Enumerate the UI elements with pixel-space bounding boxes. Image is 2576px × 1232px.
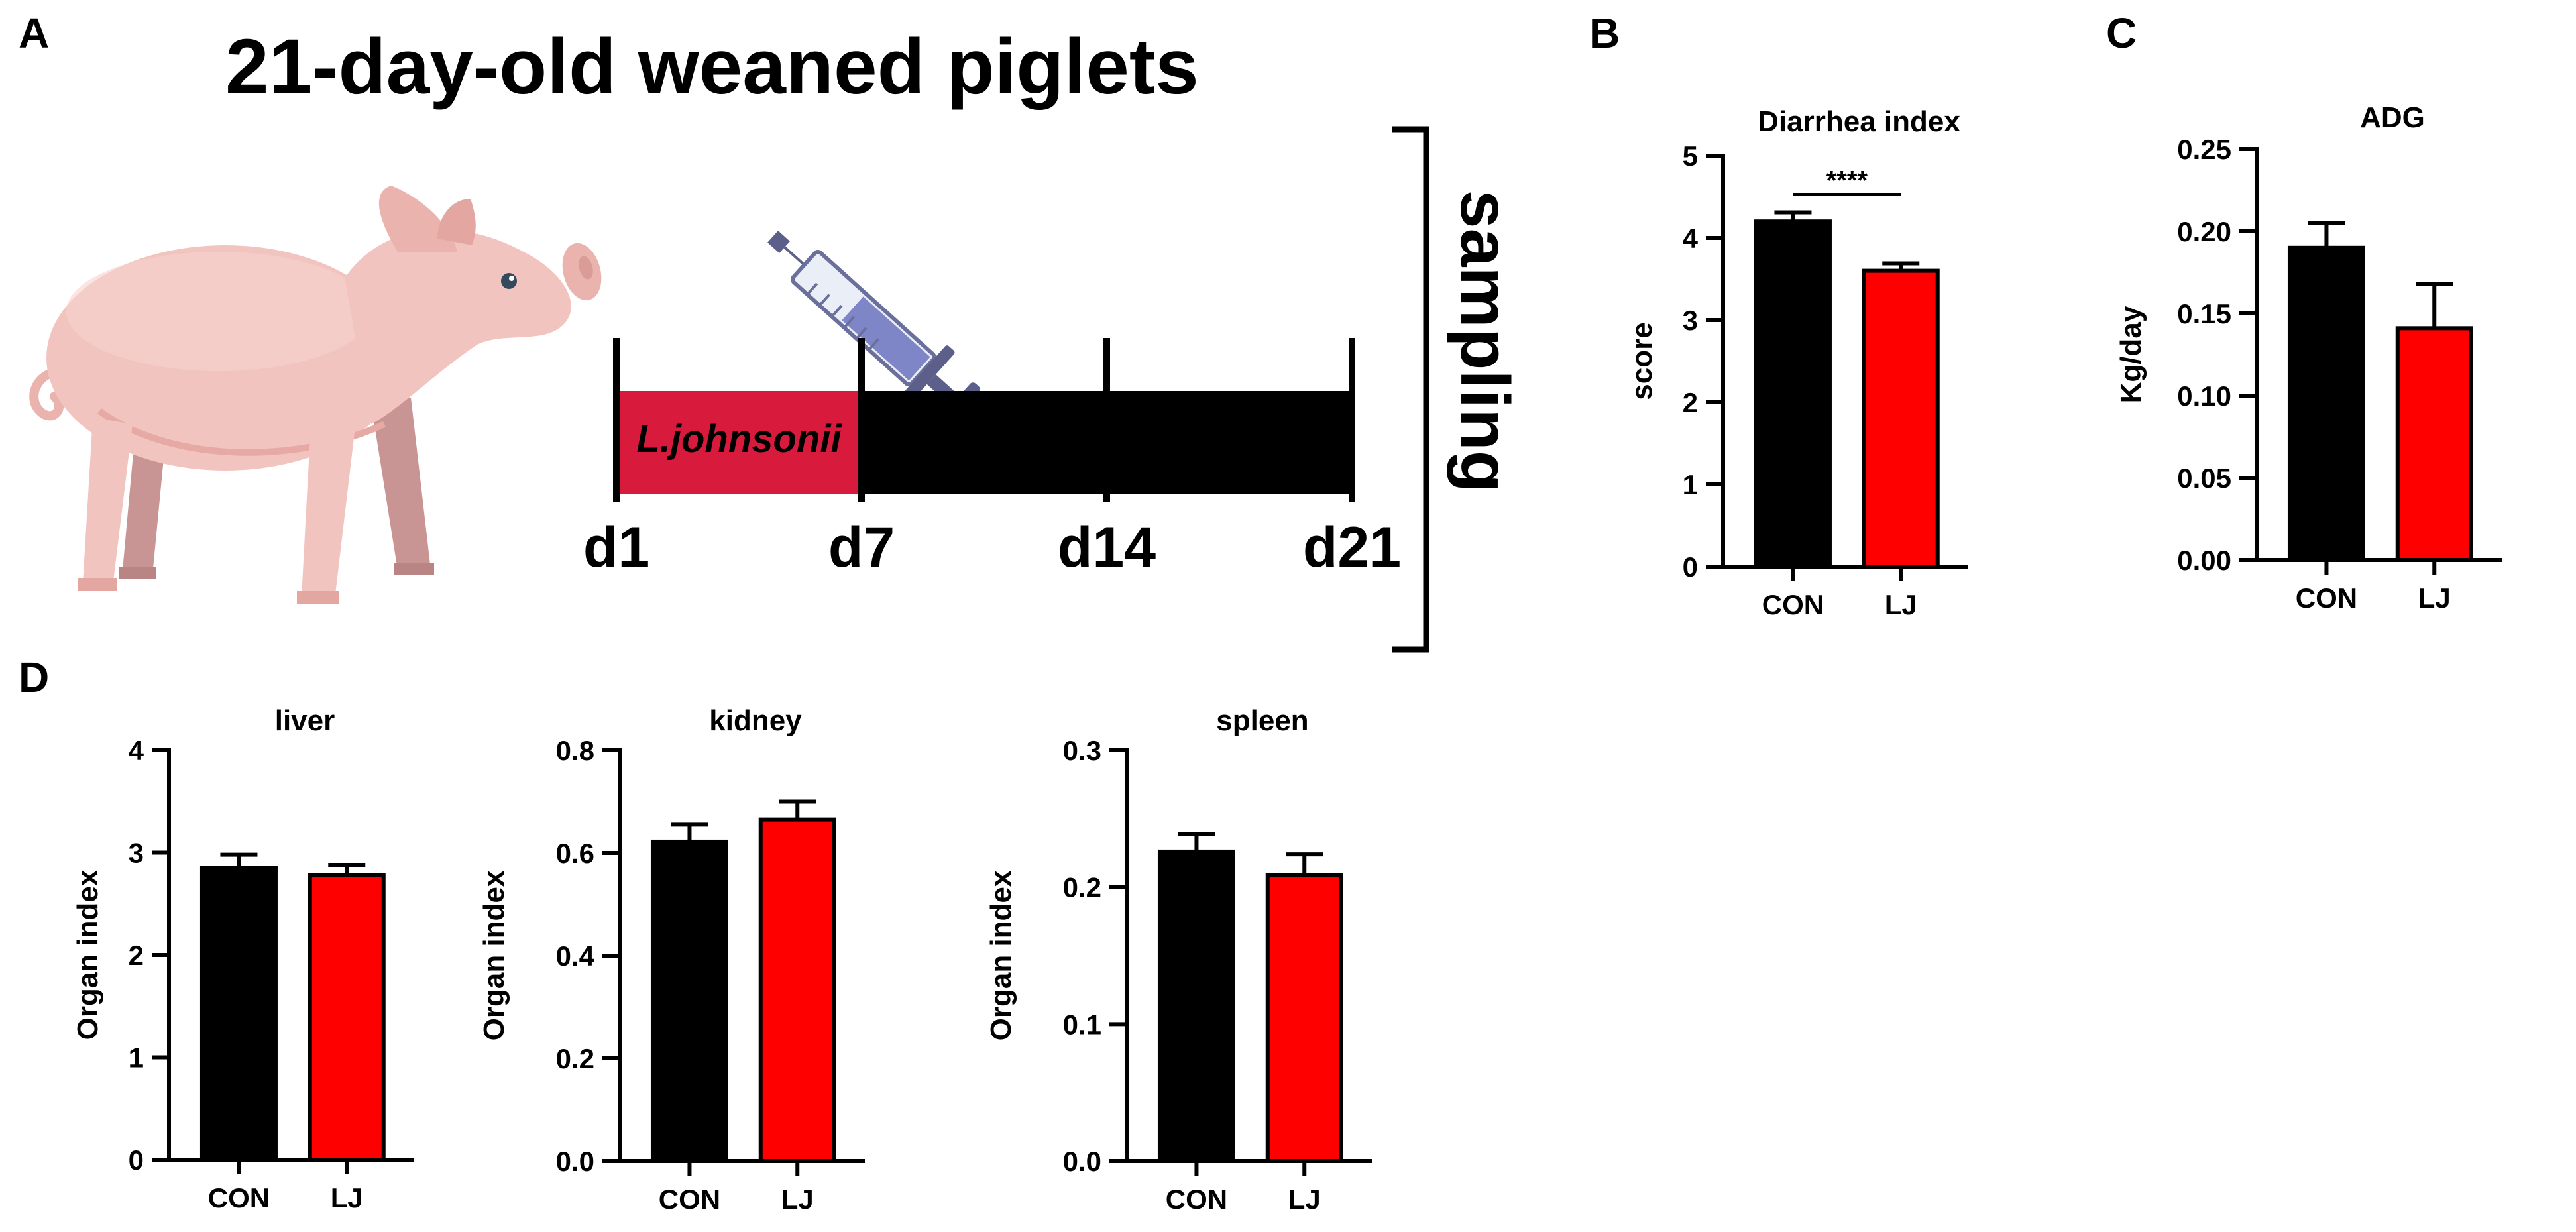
schematic: L.johnsonii d1 d7 d14 d21 sampling [29,126,1523,653]
y-tick-label: 0.4 [556,940,595,972]
x-tick-label: LJ [331,1182,363,1213]
y-tick-label: 0 [129,1145,144,1176]
y-tick-label: 2 [1683,387,1698,418]
day-label-d21: d21 [1303,516,1401,579]
x-tick-label: CON [2296,583,2357,614]
chart-title: ADG [2360,101,2425,134]
y-axis-label: score [1626,322,1658,400]
y-tick-label: 5 [1683,140,1698,172]
panel-label-a: A [19,9,50,57]
y-tick-label: 0.00 [2177,545,2231,576]
y-tick-label: 1 [1683,469,1698,500]
chart-title: kidney [709,704,802,737]
x-tick-label: CON [659,1184,720,1215]
y-tick-label: 0.0 [556,1146,594,1177]
significance-label: **** [1826,166,1868,196]
bar-lj [1265,873,1343,1163]
y-axis-label: Organ index [478,870,510,1040]
y-tick-label: 0.25 [2177,134,2231,165]
y-tick-label: 1 [129,1042,144,1074]
y-tick-label: 2 [129,940,144,971]
panel-label-c: C [2106,9,2137,57]
schematic-title: 21-day-old weaned piglets [225,23,1199,111]
x-tick-label: CON [208,1182,270,1213]
sampling-label: sampling [1446,190,1523,493]
x-tick-label: CON [1762,589,1824,620]
y-tick-label: 0.2 [1063,872,1101,903]
chart-title: Diarrhea index [1758,105,1960,138]
y-axis-label: Organ index [72,869,104,1040]
y-axis-label: Organ index [985,870,1017,1040]
bar-con [1157,849,1235,1164]
y-tick-label: 0.3 [1063,735,1101,766]
y-tick-label: 3 [129,838,144,869]
y-tick-label: 0.15 [2177,298,2231,329]
y-tick-label: 4 [129,735,144,766]
y-tick-label: 0.2 [556,1043,594,1074]
sampling-bracket [1392,126,1429,653]
bar-con [650,839,728,1163]
y-tick-label: 0.1 [1063,1009,1101,1040]
x-tick-label: LJ [781,1184,814,1215]
y-tick-label: 0.0 [1063,1146,1101,1177]
panel-label-d: D [19,653,50,701]
y-tick-label: 0 [1683,551,1698,583]
y-tick-label: 0.10 [2177,380,2231,412]
bar-lj [758,817,836,1163]
timeline: L.johnsonii d1 d7 d14 d21 [583,338,1401,579]
x-tick-label: LJ [1885,589,1917,620]
bar-lj [308,873,386,1162]
x-tick-label: LJ [2418,583,2451,614]
panel-label-b: B [1589,9,1620,57]
day-label-d1: d1 [583,516,649,579]
y-tick-label: 0.8 [556,735,594,766]
day-label-d14: d14 [1058,516,1156,579]
x-tick-label: CON [1166,1184,1227,1215]
bar-con [1754,219,1832,569]
y-tick-label: 0.6 [556,838,594,869]
x-tick-label: LJ [1288,1184,1321,1215]
day-label-d7: d7 [828,516,895,579]
chart-title: spleen [1216,704,1308,737]
y-axis-label: Kg/day [2115,306,2147,403]
chart-title: liver [275,704,335,737]
y-tick-label: 3 [1683,305,1698,336]
y-tick-label: 0.20 [2177,216,2231,247]
y-tick-label: 4 [1683,223,1699,254]
piglet-illustration [29,186,602,604]
bar-con [199,866,278,1162]
treatment-label: L.johnsonii [636,418,842,461]
y-tick-label: 0.05 [2177,463,2231,494]
treatment-segment [616,391,862,494]
